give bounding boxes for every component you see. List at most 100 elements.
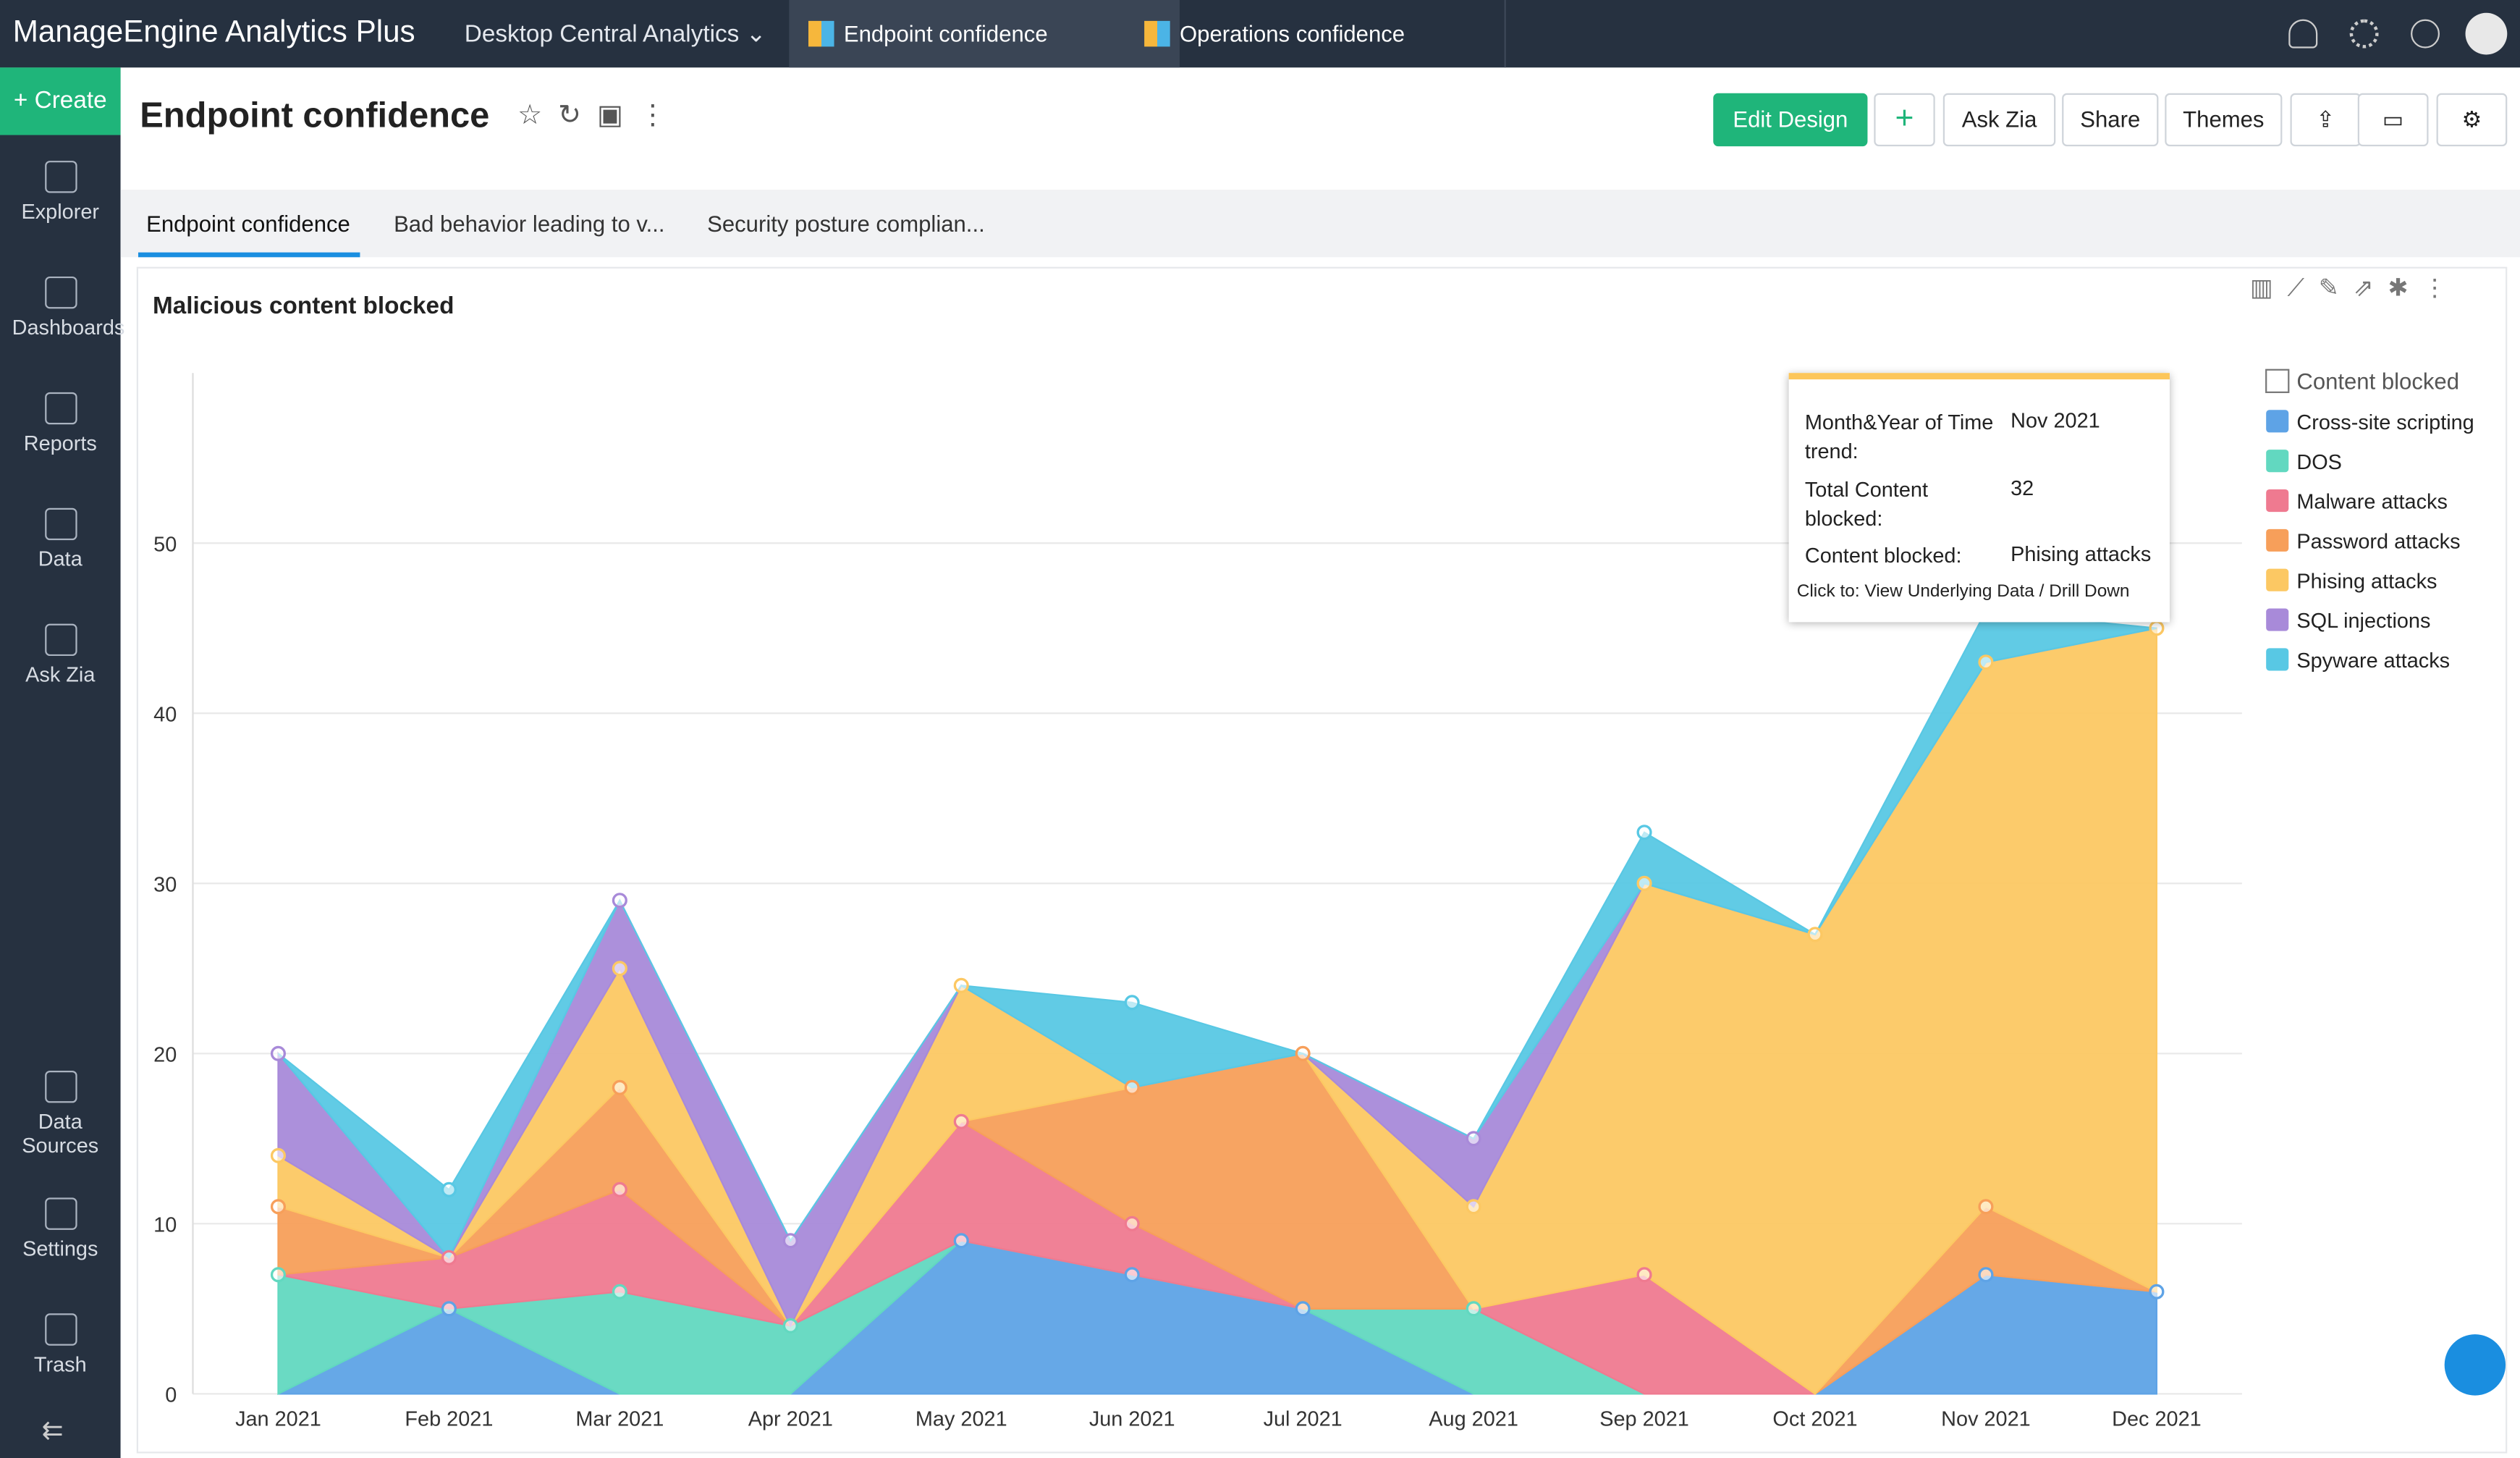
settings-icon[interactable] <box>2349 19 2379 49</box>
data-point <box>782 1318 798 1333</box>
ask-zia-button[interactable]: Ask Zia <box>1942 93 2056 147</box>
sidebar-icon[interactable] <box>44 1313 77 1346</box>
sidebar-icon[interactable] <box>44 1197 77 1230</box>
tab[interactable]: Operations confidence <box>1125 0 1506 68</box>
legend-label: Cross-site scripting <box>2296 411 2474 434</box>
y-tick-label: 20 <box>153 1043 177 1066</box>
tooltip-key: Content blocked: <box>1804 543 1962 568</box>
sub-tab[interactable]: Endpoint confidence <box>146 210 350 237</box>
top-bar <box>0 0 2520 68</box>
data-point <box>1295 1301 1311 1317</box>
x-tick-label: Apr 2021 <box>748 1408 833 1431</box>
sidebar-label[interactable]: Ask Zia <box>25 662 96 687</box>
sidebar-label[interactable]: Data <box>38 547 83 571</box>
chat-button[interactable] <box>2444 1334 2506 1396</box>
data-point <box>953 1233 969 1249</box>
data-point <box>782 1233 798 1249</box>
x-tick-label: Nov 2021 <box>1941 1408 2031 1431</box>
create-label[interactable]: Create <box>34 86 107 114</box>
sidebar-icon[interactable] <box>44 276 77 309</box>
data-point <box>1124 1079 1140 1095</box>
data-point <box>1978 654 1994 670</box>
sidebar-label[interactable]: Dashboards <box>12 315 125 340</box>
sidebar-label[interactable]: Trash <box>33 1352 87 1376</box>
sidebar-item[interactable]: Explorer <box>0 161 121 224</box>
legend-swatch <box>2266 568 2289 591</box>
top-icons <box>2288 12 2508 55</box>
sub-tab[interactable]: Bad behavior leading to v... <box>394 210 665 237</box>
data-point <box>1295 1045 1311 1061</box>
sidebar-item[interactable]: Trash <box>0 1313 121 1376</box>
legend-label: Phising attacks <box>2296 570 2437 593</box>
sidebar-icon[interactable] <box>44 507 77 541</box>
data-point <box>1466 1131 1481 1147</box>
sidebar-item[interactable]: Ask Zia <box>0 623 121 687</box>
create-button[interactable]: + Create <box>0 67 121 135</box>
data-point <box>612 1181 627 1197</box>
legend-swatch <box>2266 648 2289 671</box>
sidebar-item[interactable]: Dashboards <box>0 276 125 340</box>
add-button[interactable]: + <box>1874 93 1935 147</box>
data-point <box>1636 1267 1652 1283</box>
data-point <box>1636 825 1652 840</box>
data-point <box>1466 1301 1481 1317</box>
data-point <box>1978 1199 1994 1215</box>
help-icon[interactable] <box>2411 19 2440 49</box>
legend-checkbox <box>2265 368 2290 393</box>
themes-button[interactable]: Themes <box>2165 93 2283 147</box>
tab-label[interactable]: Endpoint confidence <box>843 20 1048 47</box>
data-point <box>2149 1284 2165 1299</box>
workspace-selector[interactable]: Desktop Central Analytics ⌄ <box>464 20 766 49</box>
tooltip-footer[interactable]: Click to: View Underlying Data / Drill D… <box>1796 581 2130 602</box>
sidebar <box>0 67 121 1458</box>
sidebar-label[interactable]: Reports <box>23 431 97 455</box>
bell-icon[interactable] <box>2288 19 2318 49</box>
y-tick-label: 40 <box>153 703 177 726</box>
sidebar-icon[interactable] <box>44 392 77 425</box>
x-tick-label: Aug 2021 <box>1429 1408 1518 1431</box>
chart-title: Malicious content blocked <box>152 292 454 320</box>
legend-swatch <box>2266 410 2289 433</box>
data-point <box>1807 927 1823 943</box>
title-icons[interactable]: ☆↻▣⋮ <box>517 99 682 130</box>
brand[interactable]: ManageEngine Analytics Plus <box>12 16 415 50</box>
tooltip[interactable]: Month&Year of Time trend: Nov 2021 Total C… <box>1788 373 2170 623</box>
comment-button[interactable]: ▭ <box>2357 93 2429 147</box>
data-point <box>441 1181 457 1197</box>
sidebar-icon[interactable] <box>44 1070 77 1103</box>
sidebar-item[interactable]: Settings <box>0 1197 121 1260</box>
export-button[interactable]: ⇪ <box>2290 93 2362 147</box>
sidebar-item[interactable]: Data Sources <box>0 1070 121 1158</box>
collapse-icon[interactable]: ⇇ <box>41 1417 64 1446</box>
share-button[interactable]: Share <box>2062 93 2159 147</box>
avatar[interactable] <box>2465 12 2508 55</box>
tooltip-value: 32 <box>2010 476 2034 500</box>
sidebar-icon[interactable] <box>44 623 77 657</box>
sidebar-item[interactable]: Data <box>0 507 121 571</box>
workspace[interactable]: Desktop Central Analytics <box>464 20 740 49</box>
data-point <box>1978 1267 1994 1283</box>
y-tick-label: 50 <box>153 533 177 556</box>
legend-label: Spyware attacks <box>2296 649 2450 673</box>
chart-tools[interactable]: ▥⟋✎⇗✱⋮ <box>2249 274 2461 303</box>
data-point <box>1636 875 1652 891</box>
sidebar-item[interactable]: Reports <box>0 392 121 455</box>
page-title: Endpoint confidence <box>140 95 490 135</box>
x-tick-label: Jun 2021 <box>1089 1408 1175 1431</box>
x-tick-label: Sep 2021 <box>1599 1408 1689 1431</box>
edit-design-button[interactable]: Edit Design <box>1713 93 1868 147</box>
data-point <box>441 1301 457 1317</box>
sub-tab[interactable]: Security posture complian... <box>707 210 985 237</box>
sidebar-label[interactable]: Settings <box>22 1236 98 1261</box>
sidebar-label[interactable]: Explorer <box>21 199 100 224</box>
data-point <box>953 1113 969 1129</box>
sidebar-icon[interactable] <box>44 161 77 193</box>
legend-swatch <box>2266 450 2289 473</box>
sub-tab-bar <box>120 190 2520 258</box>
sidebar-label[interactable]: Data Sources <box>22 1109 99 1158</box>
settings-button[interactable]: ⚙ <box>2436 93 2508 147</box>
data-point <box>612 1079 627 1095</box>
tab-label[interactable]: Operations confidence <box>1179 20 1405 47</box>
